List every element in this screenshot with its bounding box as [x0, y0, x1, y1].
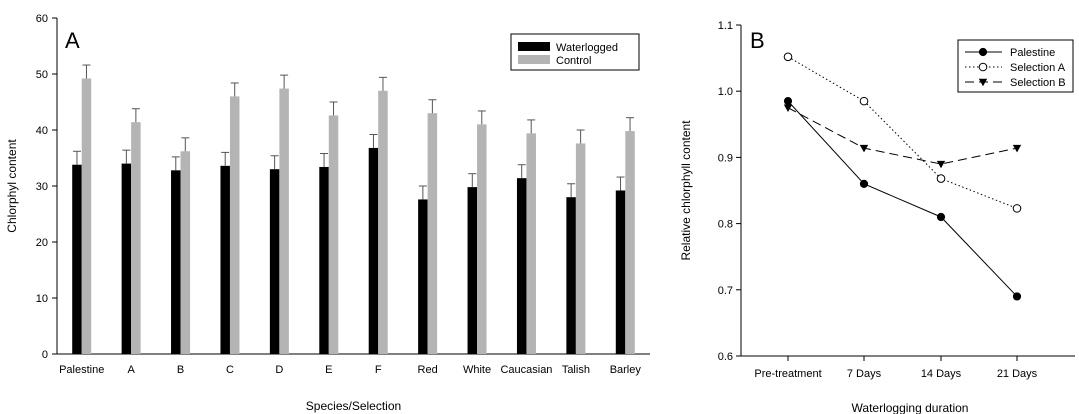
series-point-0 — [1012, 292, 1022, 301]
bar-control — [477, 124, 487, 355]
panel-b-y-tick-label: 0.6 — [718, 351, 733, 363]
bar-control — [131, 122, 141, 354]
panel-a-y-tick-label: 60 — [36, 13, 48, 25]
panel-a-y-tick-label: 30 — [36, 181, 48, 193]
panel-a-y-tick-label: 40 — [36, 125, 48, 137]
panel-a-x-tick-label: Caucasian — [500, 364, 552, 376]
series-point-1 — [859, 96, 869, 106]
panel-b-chart: B Waterlogging duration Relative chlorph… — [679, 20, 1075, 414]
panel-b-label: B — [750, 28, 765, 53]
legend-label-0: Palestine — [1010, 47, 1055, 59]
bar-waterlogged — [516, 178, 527, 354]
bar-waterlogged — [615, 190, 626, 354]
legend-label-control: Control — [556, 55, 591, 67]
panel-a-x-tick-label: F — [375, 364, 382, 376]
legend-marker-1 — [978, 62, 988, 72]
panel-b-x-tick-label: 14 Days — [921, 368, 962, 380]
panel-b-y-tick-label: 0.7 — [718, 285, 733, 297]
bar-waterlogged — [319, 166, 329, 354]
bar-control — [229, 96, 240, 355]
panel-a-x-tick-label: D — [275, 364, 283, 376]
bar-waterlogged — [418, 199, 428, 354]
series-point-0 — [783, 97, 793, 106]
panel-a-label: A — [65, 28, 80, 53]
bar-control — [625, 131, 635, 354]
legend-label-1: Selection A — [1010, 62, 1066, 74]
panel-a-x-tick-label: B — [177, 364, 184, 376]
legend-marker-0 — [978, 47, 988, 57]
panel-b-x-tick-label: 21 Days — [997, 368, 1038, 380]
panel-b-legend: Palestine Selection A Selection B — [957, 39, 1074, 93]
panel-a-x-tick-label: White — [463, 364, 491, 376]
panel-a-x-tick-label: Barley — [610, 364, 642, 376]
panel-a-axes: 0 10 20 30 40 50 60 Palestine A B C D E F Red White Cauc… — [36, 13, 650, 376]
panel-a-x-tick-label: Talish — [562, 364, 590, 376]
series-point-0 — [936, 212, 946, 222]
bar-control — [575, 143, 586, 354]
panel-a-chart: A Species/Selection Chlorphyl content 0 1… — [5, 13, 650, 413]
panel-b-x-tick-label: Pre-treatment — [754, 368, 821, 380]
panel-b-y-axis-title: Relative chlorphyll content — [679, 120, 693, 261]
bar-waterlogged — [368, 147, 379, 354]
bar-control — [427, 113, 438, 354]
panel-b-axes: 0.6 0.7 0.8 0.9 1.0 1.1 Pre-treatment 7 Days 14 … — [718, 20, 1075, 380]
legend-marker-2 — [978, 78, 988, 87]
panel-a-y-tick-label: 20 — [36, 237, 48, 249]
bar-control — [81, 78, 92, 354]
bar-waterlogged — [269, 169, 280, 354]
series-point-1 — [1012, 204, 1022, 213]
panel-a-legend-box — [510, 33, 640, 71]
series-point-0 — [859, 179, 869, 188]
panel-a-bars — [72, 64, 635, 355]
panel-a-y-tick-label: 0 — [42, 349, 48, 361]
legend-label-2: Selection B — [1010, 77, 1066, 89]
bar-control — [526, 133, 536, 354]
panel-a-x-tick-label: Palestine — [59, 364, 104, 376]
bar-control — [378, 90, 388, 355]
panel-a-x-axis-title: Species/Selection — [306, 399, 401, 413]
panel-b-series — [783, 52, 1022, 301]
legend-label-waterlogged: Waterlogged — [556, 42, 618, 54]
panel-a-y-tick-label: 50 — [36, 69, 48, 81]
bar-waterlogged — [72, 164, 82, 354]
panel-a-y-tick-label: 10 — [36, 293, 48, 305]
bar-waterlogged — [121, 163, 132, 354]
panel-b-x-axis-title: Waterlogging duration — [852, 401, 969, 414]
bar-waterlogged — [467, 187, 478, 354]
panel-b-x-tick-label: 7 Days — [847, 368, 882, 380]
bar-waterlogged — [566, 197, 576, 354]
panel-a-x-tick-label: E — [325, 364, 332, 376]
panel-a-x-tick-label: C — [226, 364, 234, 376]
series-point-1 — [783, 52, 793, 62]
panel-a-x-tick-label: Red — [418, 364, 438, 376]
panel-b-y-tick-label: 1.1 — [718, 20, 733, 32]
bar-waterlogged — [171, 170, 181, 354]
panel-b-y-tick-label: 1.0 — [718, 86, 733, 98]
series-line-2 — [787, 107, 1018, 165]
series-line-0 — [787, 100, 1018, 297]
bar-waterlogged — [220, 165, 230, 354]
series-point-2 — [859, 144, 869, 153]
bar-control — [279, 88, 289, 354]
bar-control — [328, 115, 339, 354]
legend-swatch-waterlogged — [518, 42, 550, 51]
panel-b-y-tick-label: 0.8 — [718, 219, 733, 231]
series-point-1 — [936, 174, 946, 183]
bar-control — [180, 151, 191, 354]
panel-b-y-tick-label: 0.9 — [718, 152, 733, 164]
legend-swatch-control — [518, 55, 550, 64]
panel-a-x-tick-label: A — [127, 364, 135, 376]
series-point-2 — [936, 160, 946, 169]
panel-b-legend-box — [957, 39, 1074, 93]
panel-a-y-axis-title: Chlorphyl content — [5, 139, 19, 233]
series-point-2 — [783, 104, 793, 112]
series-point-2 — [1012, 144, 1022, 153]
